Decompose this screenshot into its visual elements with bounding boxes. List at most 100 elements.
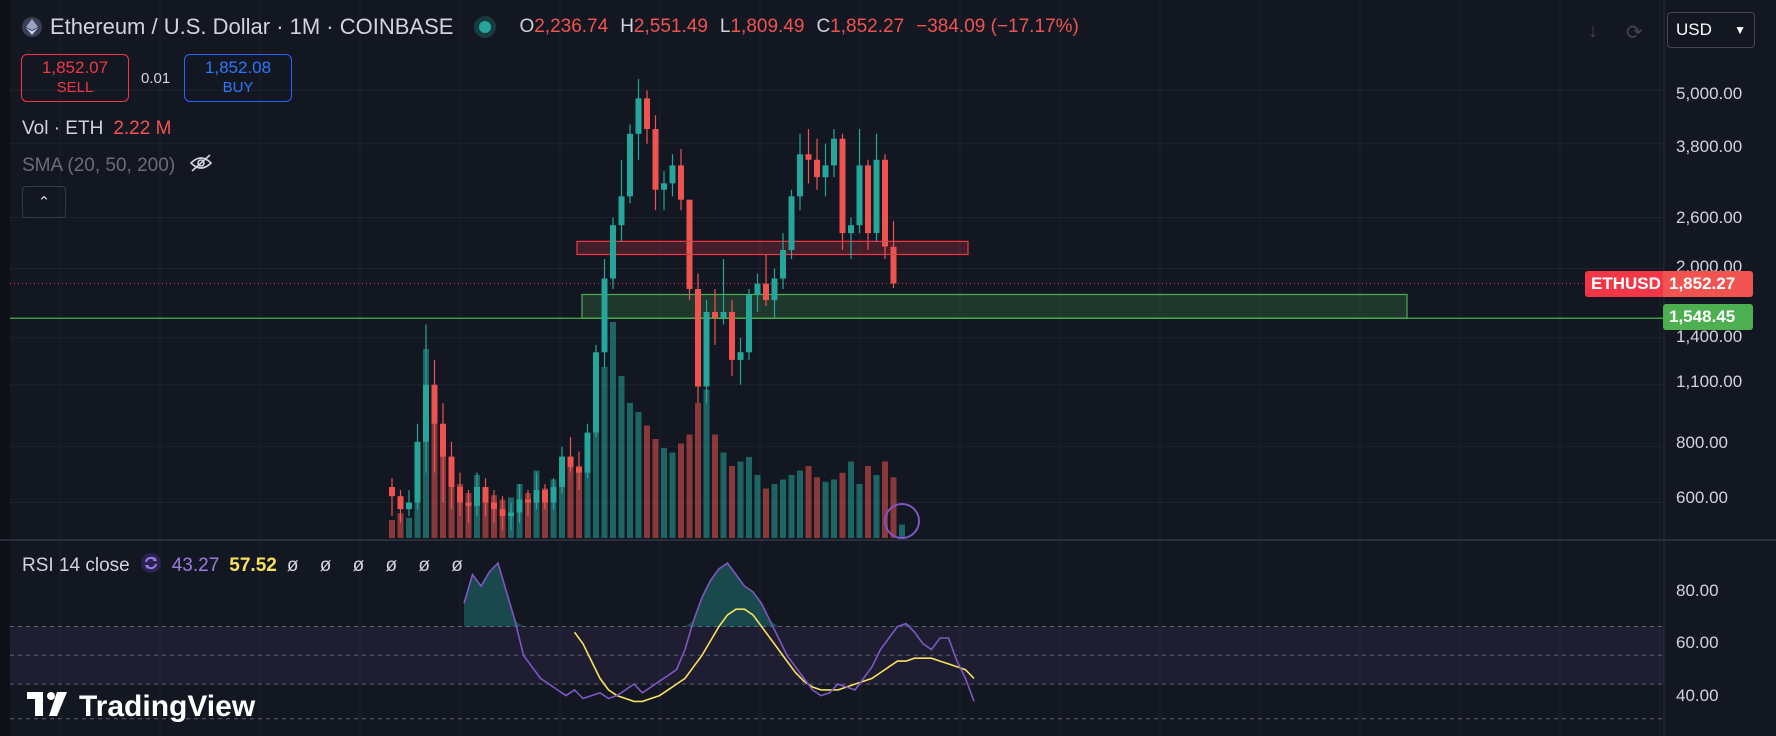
candle-body	[831, 138, 837, 166]
volume-bar	[822, 481, 829, 538]
volume-bar	[865, 466, 871, 538]
candle-body	[457, 487, 463, 503]
candle-body	[542, 490, 548, 503]
volume-bar	[669, 452, 676, 538]
volume-bar	[542, 488, 548, 538]
refresh-icon[interactable]: ⟳	[1626, 22, 1643, 44]
candle-body	[414, 441, 421, 503]
candle-body	[465, 502, 472, 506]
volume-bar	[686, 434, 693, 538]
volume-bar	[763, 488, 769, 538]
volume-bar	[814, 477, 820, 538]
buy-price: 1,852.08	[204, 58, 272, 77]
price-axis-label: 600.00	[1676, 488, 1728, 507]
volume-bar	[856, 484, 863, 538]
symbol-title[interactable]: Ethereum / U.S. Dollar · 1M · COINBASE	[50, 14, 454, 39]
candle-body	[389, 487, 395, 497]
candle-body	[499, 509, 506, 516]
resistance-zone	[576, 240, 969, 256]
rsi-ma-value: 57.52	[229, 555, 277, 576]
candle-body	[712, 311, 718, 319]
volume-bar	[389, 520, 395, 538]
rsi-axis-label: 80.00	[1676, 581, 1719, 600]
tradingview-logo-icon	[27, 690, 71, 724]
candle-body	[839, 138, 846, 234]
volume-bar	[635, 412, 642, 538]
sell-price: 1,852.07	[41, 58, 109, 77]
candle-body	[474, 487, 480, 506]
candle-body	[865, 165, 871, 234]
volume-bar	[584, 452, 591, 538]
volume-bar	[839, 472, 846, 538]
candle-body	[686, 199, 693, 290]
eye-hidden-icon[interactable]	[189, 154, 213, 178]
ai-assistant-button[interactable]	[884, 503, 920, 539]
volume-legend[interactable]: Vol · ETH 2.22 M	[22, 118, 172, 139]
download-icon[interactable]: ↓	[1588, 20, 1598, 42]
sma-legend[interactable]: SMA (20, 50, 200)	[22, 154, 213, 178]
sma-label: SMA (20, 50, 200)	[22, 155, 176, 176]
candle-body	[627, 133, 633, 197]
candle-body	[448, 456, 455, 488]
candle-body	[678, 165, 684, 200]
volume-bar	[610, 322, 616, 538]
candle-body	[635, 98, 642, 134]
candle-body	[491, 502, 497, 510]
sell-button[interactable]: 1,852.07 SELL	[21, 54, 129, 102]
candle-body	[822, 165, 829, 178]
candle-body	[423, 384, 429, 442]
candle-body	[780, 250, 786, 279]
candle-body	[482, 487, 489, 503]
volume-bar	[737, 461, 744, 538]
collapse-legend-button[interactable]: ⌃	[22, 186, 66, 218]
candle-body	[797, 154, 803, 197]
candle-body	[720, 311, 727, 319]
rsi-overbought-fill	[464, 563, 974, 627]
buy-label: BUY	[222, 79, 254, 96]
candle-body	[644, 98, 650, 130]
tradingview-logo[interactable]: TradingView	[27, 690, 255, 724]
volume-bar	[593, 389, 599, 538]
volume-bar	[831, 479, 837, 538]
buy-button[interactable]: 1,852.08 BUY	[184, 54, 292, 102]
rsi-line	[463, 561, 975, 702]
candle-body	[873, 159, 880, 234]
candle-body	[737, 352, 744, 360]
last-price-tag: 1,852.27	[1663, 271, 1753, 297]
volume-bar	[576, 466, 582, 538]
volume-bar	[771, 484, 778, 538]
candle-body	[754, 283, 761, 295]
candle-body	[805, 154, 812, 160]
rsi-legend[interactable]: RSI 14 close 43.27 57.52 ø ø ø ø ø ø	[22, 552, 471, 580]
candle-body	[746, 294, 752, 353]
candle-body	[652, 129, 659, 190]
volume-bar	[397, 513, 404, 538]
volume-bar	[712, 434, 718, 538]
volume-bar	[848, 461, 854, 538]
price-axis-label: 5,000.00	[1676, 84, 1743, 103]
candle-body	[788, 196, 795, 251]
candle-body	[669, 165, 676, 184]
candle-body	[814, 159, 820, 178]
volume-bar	[431, 421, 438, 538]
candle-body	[533, 490, 540, 503]
volume-bar	[627, 403, 633, 538]
rsi-ma-line	[573, 608, 975, 703]
candle-body	[661, 183, 667, 190]
candle-body	[431, 384, 438, 424]
volume-bar	[703, 389, 710, 538]
rsi-axis-label: 60.00	[1676, 633, 1719, 652]
rsi-label: RSI 14 close	[22, 555, 130, 576]
volume-bar	[729, 466, 735, 538]
candle-body	[771, 278, 778, 301]
volume-bar	[618, 376, 625, 538]
volume-bar	[644, 425, 650, 538]
tradingview-wordmark: TradingView	[79, 690, 256, 723]
low-value: 1,809.49	[730, 16, 805, 37]
chevron-up-icon: ⌃	[37, 194, 51, 211]
volume-bar	[873, 475, 880, 538]
sync-icon[interactable]	[140, 552, 162, 580]
change-value: −384.09 (−17.17%)	[916, 16, 1079, 37]
currency-select[interactable]: USD ▼	[1667, 12, 1755, 48]
